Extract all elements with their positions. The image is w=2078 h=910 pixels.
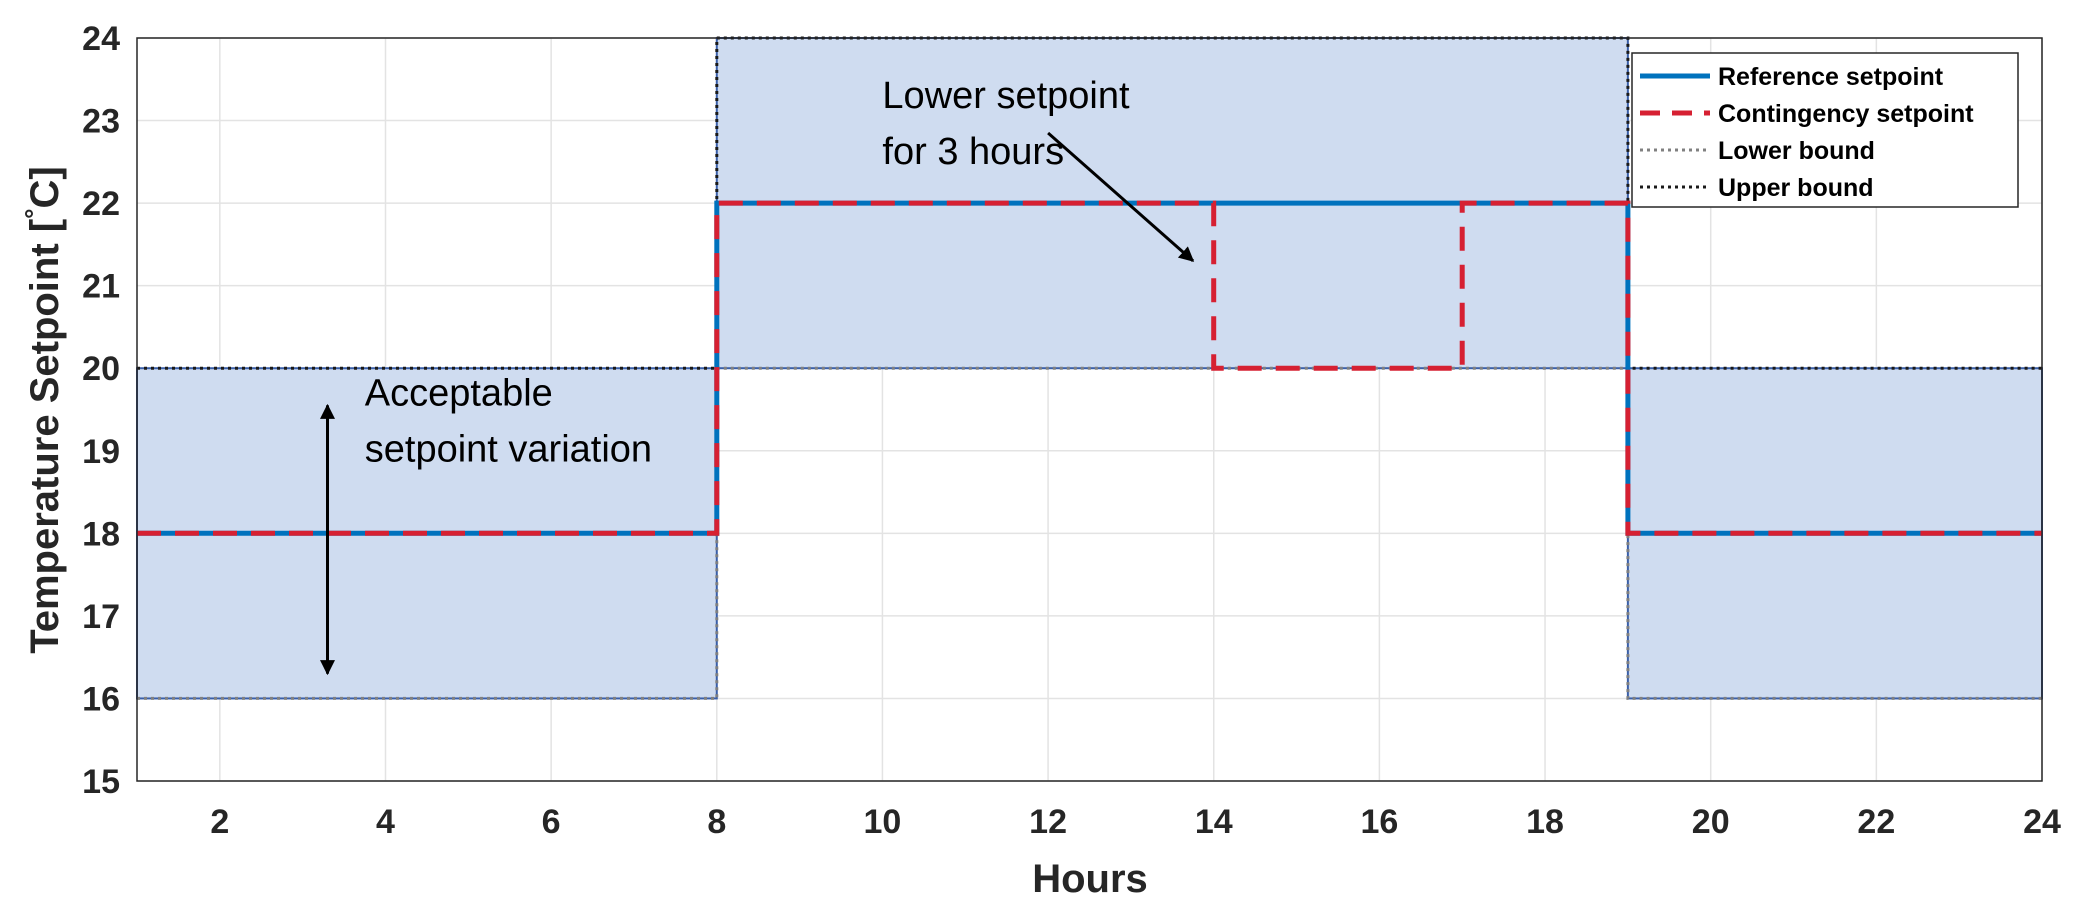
x-tick-label: 12 [1029,803,1067,841]
x-tick-labels: 2 4 6 8 10 12 14 16 18 20 22 24 [210,803,2061,841]
y-tick-label: 17 [82,598,120,636]
annotation-text-lower: for 3 hours [882,131,1064,173]
annotation-text-lower: Lower setpoint [882,75,1130,117]
x-tick-label: 18 [1526,803,1564,841]
y-axis-label-degree: ° [19,208,49,218]
x-axis-label: Hours [1032,857,1148,901]
x-tick-label: 6 [542,803,561,841]
y-tick-label: 16 [82,680,120,718]
legend-label: Reference setpoint [1718,63,1944,91]
y-tick-label: 23 [82,103,120,141]
legend-label: Lower bound [1718,137,1875,165]
y-tick-label: 19 [82,433,120,471]
y-tick-label: 21 [82,268,120,306]
annotation-arrow-lower [1047,131,1195,263]
legend: Reference setpoint Contingency setpoint Lo… [1631,52,2019,208]
y-tick-label: 18 [82,515,120,553]
plot-frame [136,37,2043,782]
y-tick-label: 20 [82,350,120,388]
x-tick-label: 14 [1195,803,1233,841]
legend-label: Upper bound [1718,174,1874,202]
x-tick-label: 16 [1360,803,1398,841]
x-tick-label: 24 [2023,803,2061,841]
annotations: Acceptable setpoint variation Lower setpoi… [320,75,1195,676]
series-line-lower-bound [137,366,2042,700]
legend-label: Contingency setpoint [1718,100,1974,128]
x-tick-label: 4 [376,803,395,841]
y-tick-label: 15 [82,763,120,801]
y-tick-labels: 15 16 17 18 19 20 21 22 23 24 [82,20,120,801]
x-tick-label: 2 [210,803,229,841]
x-tick-label: 22 [1857,803,1895,841]
legend-box [1631,52,2019,208]
annotation-text-acceptable: Acceptable [365,372,553,414]
x-tick-label: 20 [1692,803,1730,841]
y-tick-label: 22 [82,185,120,223]
y-axis-label-unit: C] [23,166,67,208]
x-tick-label: 10 [864,803,902,841]
series-line-contingency-setpoint [137,200,2042,536]
y-tick-label: 24 [82,20,120,58]
x-tick-label: 8 [707,803,726,841]
y-axis-label: Temperature Setpoint [°C] [19,166,67,654]
annotation-text-acceptable: setpoint variation [365,428,652,470]
y-axis-label-main: Temperature Setpoint [ [23,219,67,654]
